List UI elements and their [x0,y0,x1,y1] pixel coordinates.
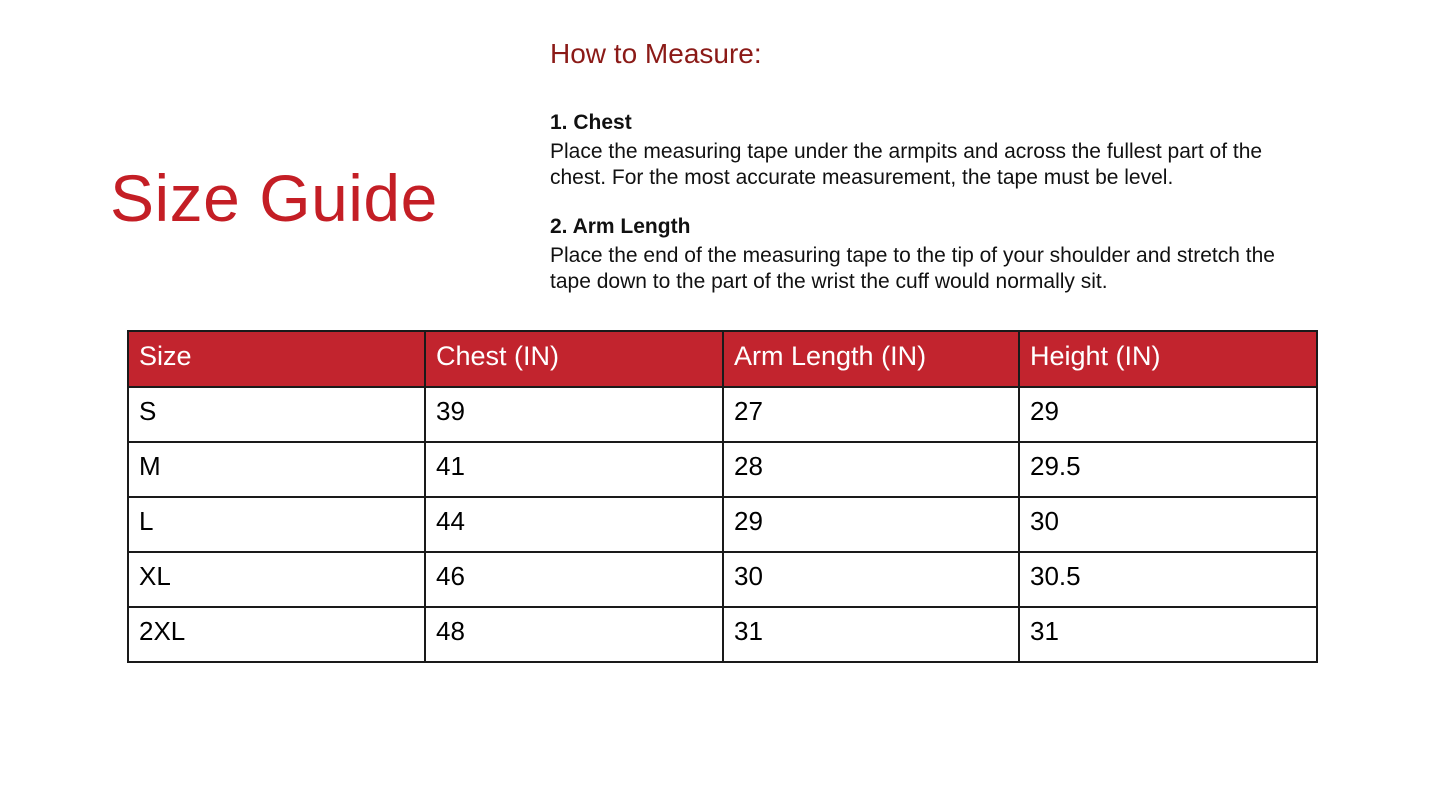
column-header-height: Height (IN) [1018,330,1318,388]
cell-arm: 31 [722,606,1020,663]
cell-chest: 44 [424,496,724,553]
cell-size: S [127,386,426,443]
measure-step-body: Place the measuring tape under the armpi… [550,140,1263,189]
column-header-chest: Chest (IN) [424,330,724,388]
cell-arm: 28 [722,441,1020,498]
cell-arm: 30 [722,551,1020,608]
size-chart-table: Size Chest (IN) Arm Length (IN) Height (… [127,330,1318,663]
measure-step-arm-length: 2. Arm Length Place the end of the measu… [550,214,1310,294]
size-chart-table-wrapper: Size Chest (IN) Arm Length (IN) Height (… [127,330,1318,663]
table-row: M 41 28 29.5 [127,441,1318,498]
measure-step-chest: 1. Chest Place the measuring tape under … [550,110,1310,190]
cell-chest: 46 [424,551,724,608]
measure-step-title: 2. Arm Length [550,215,691,238]
table-body: S 39 27 29 M 41 28 29.5 L 44 29 30 [127,386,1318,663]
how-to-measure-section: How to Measure: 1. Chest Place the measu… [550,36,1310,294]
cell-arm: 29 [722,496,1020,553]
table-row: XL 46 30 30.5 [127,551,1318,608]
cell-chest: 41 [424,441,724,498]
measure-step-body: Place the end of the measuring tape to t… [550,244,1275,293]
measure-step-title: 1. Chest [550,111,632,134]
table-row: S 39 27 29 [127,386,1318,443]
table-row: L 44 29 30 [127,496,1318,553]
cell-size: 2XL [127,606,426,663]
table-header-row: Size Chest (IN) Arm Length (IN) Height (… [127,330,1318,388]
cell-height: 29.5 [1018,441,1318,498]
table-header: Size Chest (IN) Arm Length (IN) Height (… [127,330,1318,388]
column-header-size: Size [127,330,426,388]
column-header-arm: Arm Length (IN) [722,330,1020,388]
table-row: 2XL 48 31 31 [127,606,1318,663]
cell-height: 30 [1018,496,1318,553]
cell-chest: 39 [424,386,724,443]
cell-chest: 48 [424,606,724,663]
cell-size: L [127,496,426,553]
cell-height: 31 [1018,606,1318,663]
cell-height: 30.5 [1018,551,1318,608]
how-to-measure-heading: How to Measure: [550,38,762,69]
page-title: Size Guide [110,161,438,236]
cell-height: 29 [1018,386,1318,443]
cell-size: M [127,441,426,498]
cell-arm: 27 [722,386,1020,443]
cell-size: XL [127,551,426,608]
